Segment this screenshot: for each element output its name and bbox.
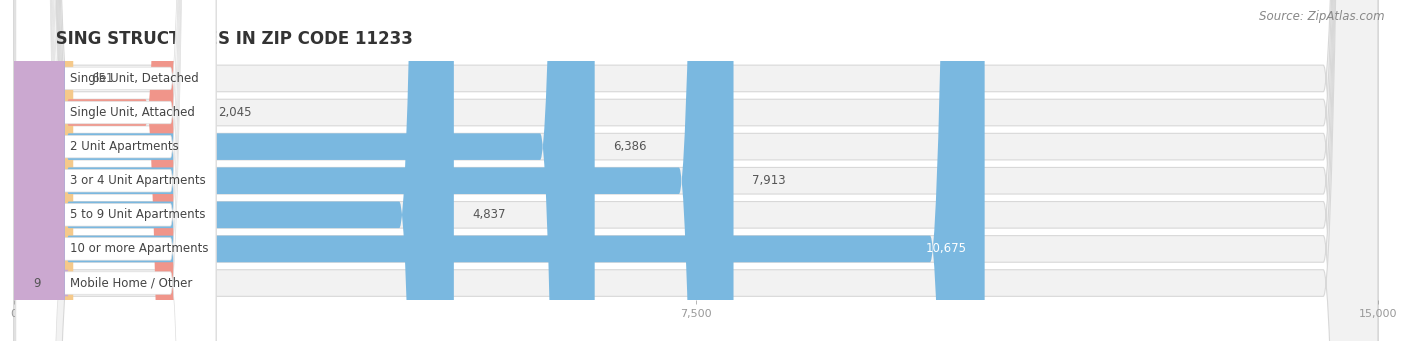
FancyBboxPatch shape [14,0,1378,341]
Text: 10,675: 10,675 [925,242,966,255]
FancyBboxPatch shape [14,0,454,341]
Circle shape [13,0,65,341]
Circle shape [13,0,65,341]
FancyBboxPatch shape [14,0,200,341]
Circle shape [13,0,65,341]
FancyBboxPatch shape [14,0,1378,341]
FancyBboxPatch shape [15,0,217,341]
FancyBboxPatch shape [15,0,217,341]
Text: Mobile Home / Other: Mobile Home / Other [70,277,193,290]
FancyBboxPatch shape [15,0,217,341]
FancyBboxPatch shape [14,0,595,341]
FancyBboxPatch shape [15,0,217,341]
Text: Single Unit, Detached: Single Unit, Detached [70,72,200,85]
Circle shape [13,0,65,341]
FancyBboxPatch shape [14,0,1378,341]
FancyBboxPatch shape [14,0,1378,341]
FancyBboxPatch shape [14,0,73,341]
FancyBboxPatch shape [14,0,1378,341]
FancyBboxPatch shape [14,0,1378,341]
FancyBboxPatch shape [14,0,1378,341]
Text: 5 to 9 Unit Apartments: 5 to 9 Unit Apartments [70,208,205,221]
FancyBboxPatch shape [15,0,217,341]
Circle shape [13,0,65,341]
Text: 651: 651 [91,72,114,85]
Text: Source: ZipAtlas.com: Source: ZipAtlas.com [1260,10,1385,23]
Text: 9: 9 [34,277,41,290]
FancyBboxPatch shape [14,0,984,341]
Text: 4,837: 4,837 [472,208,506,221]
FancyBboxPatch shape [14,0,734,341]
Text: 7,913: 7,913 [752,174,786,187]
Circle shape [13,0,65,341]
Text: 3 or 4 Unit Apartments: 3 or 4 Unit Apartments [70,174,207,187]
Text: Single Unit, Attached: Single Unit, Attached [70,106,195,119]
FancyBboxPatch shape [0,0,69,341]
Text: 2,045: 2,045 [218,106,252,119]
Text: 6,386: 6,386 [613,140,647,153]
Text: HOUSING STRUCTURES IN ZIP CODE 11233: HOUSING STRUCTURES IN ZIP CODE 11233 [14,30,413,48]
FancyBboxPatch shape [15,0,217,341]
FancyBboxPatch shape [15,0,217,341]
Text: 10 or more Apartments: 10 or more Apartments [70,242,209,255]
Text: 2 Unit Apartments: 2 Unit Apartments [70,140,179,153]
Circle shape [13,0,65,341]
